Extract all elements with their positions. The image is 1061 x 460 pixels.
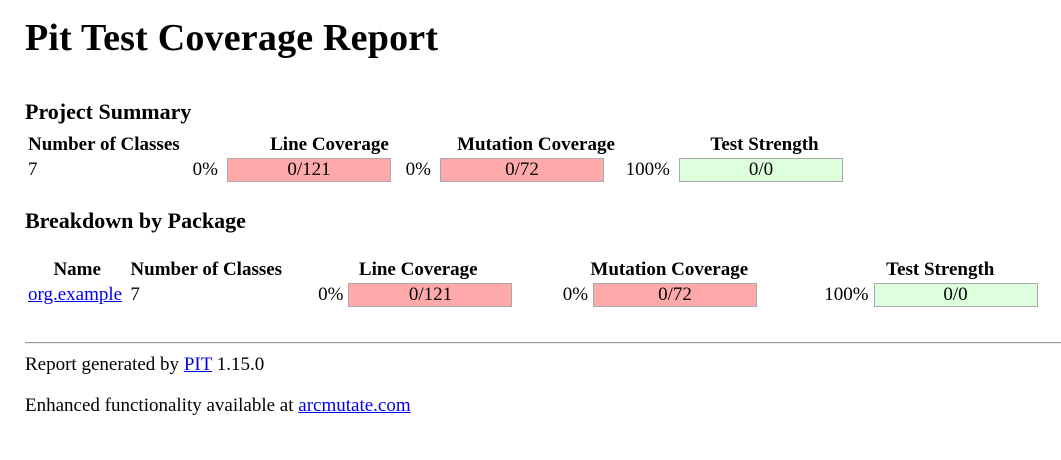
package-strength-pct: 100%: [824, 283, 869, 305]
summary-test-strength: 100% 0/0: [626, 156, 877, 183]
report-page: Pit Test Coverage Report Project Summary…: [0, 0, 1061, 416]
header-test-strength: Test Strength: [710, 134, 819, 155]
package-test-strength: 100% 0/0: [800, 281, 1061, 308]
summary-mutation-pct: 0%: [405, 158, 431, 180]
report-generated-line: Report generated by PIT 1.15.0: [25, 354, 264, 376]
header-test-strength: Test Strength: [886, 259, 995, 280]
generated-prefix: Report generated by: [25, 354, 184, 375]
summary-strength-pct: 100%: [625, 158, 670, 180]
summary-strength-bar: 0/0: [679, 157, 843, 182]
pit-link[interactable]: PIT: [183, 354, 212, 375]
summary-mutation-coverage: 0% 0/72: [406, 156, 642, 183]
package-mutation-coverage: 0% 0/72: [519, 281, 799, 308]
enhanced-functionality-line: Enhanced functionality available at arcm…: [25, 395, 411, 417]
summary-line-bar: 0/121: [227, 157, 391, 182]
package-link-org-example[interactable]: org.example: [28, 283, 123, 305]
breakdown-heading: Breakdown by Package: [25, 208, 246, 233]
summary-classes-count: 7: [28, 158, 38, 180]
package-name-cell: org.example: [28, 281, 126, 308]
table-row: org.example 7 0% 0/121 0% 0/72: [28, 281, 1061, 308]
footer-divider: [25, 342, 1061, 344]
package-mutation-bar: 0/72: [593, 282, 758, 307]
project-summary-heading: Project Summary: [25, 99, 192, 124]
package-classes-count: 7: [130, 283, 140, 305]
breakdown-table: Name Number of Classes Line Coverage Mut…: [28, 259, 1061, 308]
header-name: Name: [53, 259, 101, 280]
package-line-coverage: 0% 0/121: [317, 281, 519, 308]
summary-line-coverage: 0% 0/121: [193, 156, 430, 183]
header-mutation-coverage: Mutation Coverage: [457, 134, 615, 155]
header-line-coverage: Line Coverage: [270, 134, 389, 155]
header-number-of-classes: Number of Classes: [130, 259, 283, 280]
summary-mutation-bar: 0/72: [440, 157, 604, 182]
package-strength-bar: 0/0: [873, 282, 1038, 307]
header-mutation-coverage: Mutation Coverage: [590, 259, 749, 280]
pit-version: 1.15.0: [211, 354, 265, 375]
header-line-coverage: Line Coverage: [358, 259, 478, 280]
page-title: Pit Test Coverage Report: [25, 17, 439, 59]
header-number-of-classes: Number of Classes: [28, 134, 180, 155]
package-line-pct: 0%: [318, 283, 344, 305]
arcmutate-link[interactable]: arcmutate.com: [298, 395, 411, 416]
project-summary-table: Number of Classes Line Coverage Mutation…: [28, 134, 877, 183]
enhanced-prefix: Enhanced functionality available at: [25, 395, 299, 416]
package-mutation-pct: 0%: [562, 283, 589, 305]
summary-line-pct: 0%: [192, 158, 218, 180]
package-line-bar: 0/121: [348, 282, 513, 307]
